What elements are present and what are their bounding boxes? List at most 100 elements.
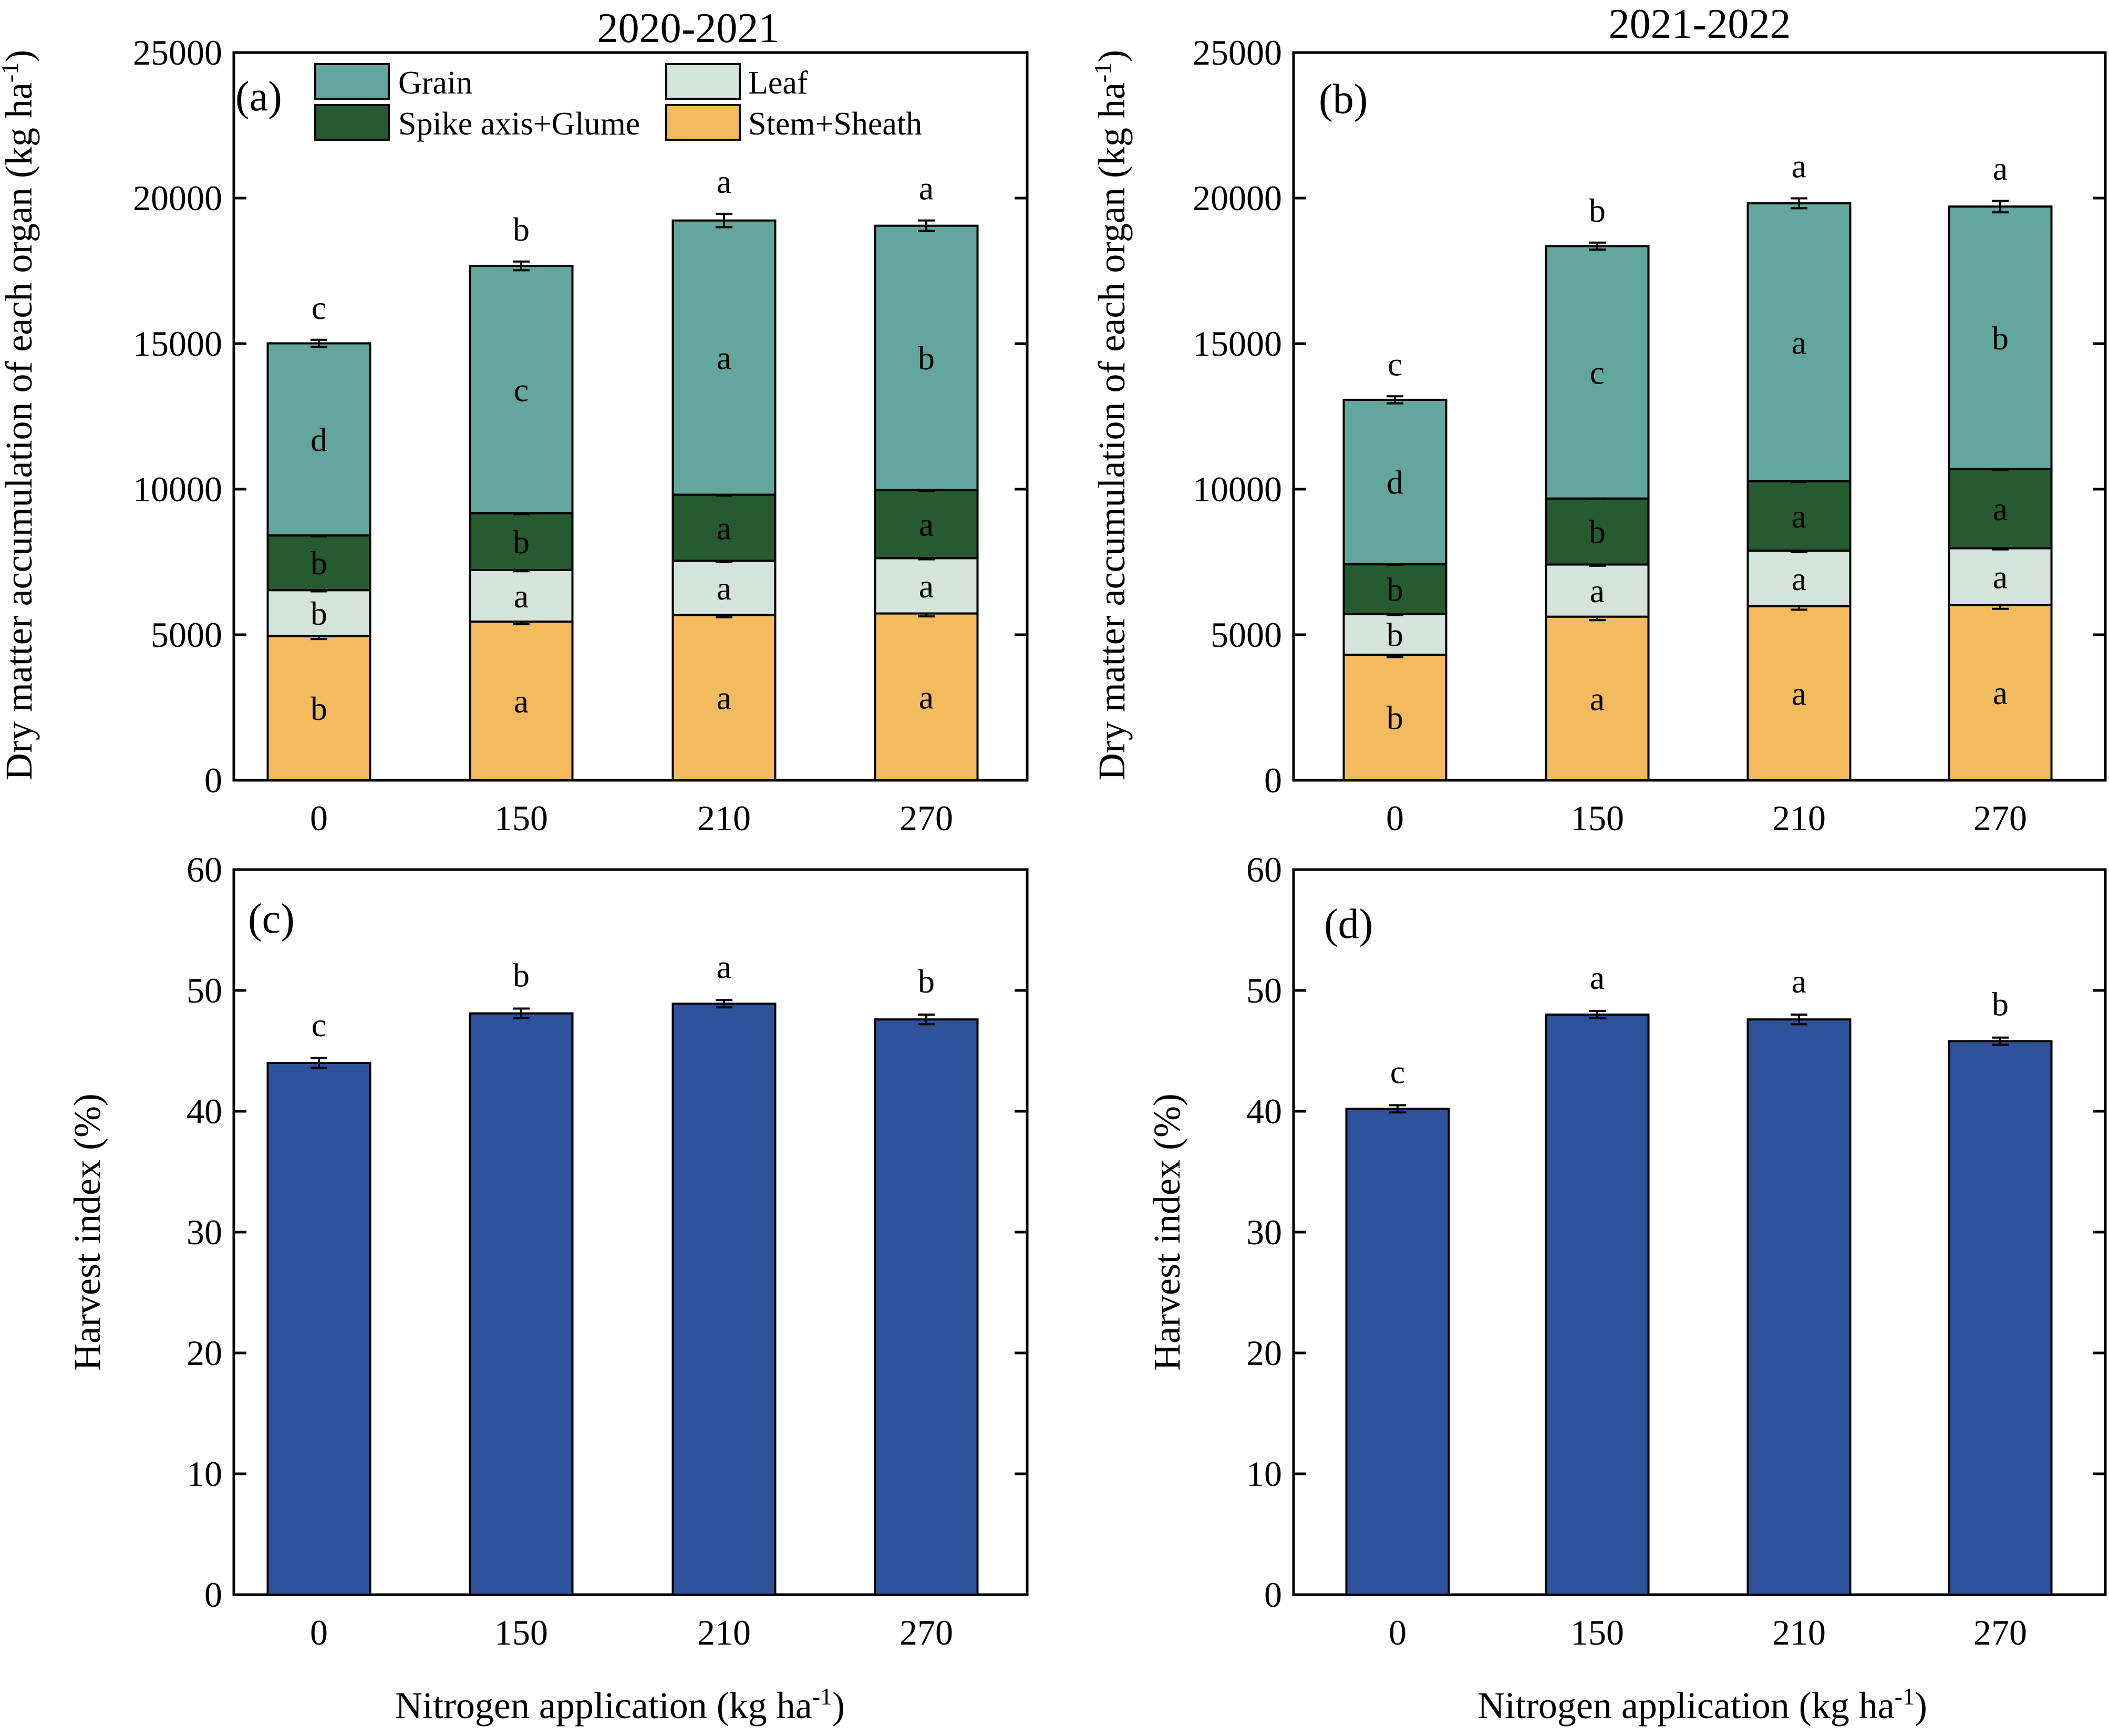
sig-letter-stem: a [717,679,731,717]
sig-letter-stem: a [919,678,934,716]
bar-harvest-index [671,1003,777,1596]
plot-frame [1292,51,2107,782]
y-tick-label: 20000 [1193,178,1282,218]
bar-harvest-index [266,1062,371,1596]
x-tick-label: 270 [900,1613,953,1652]
sig-letter-grain: d [311,421,327,458]
x-axis-title-left: Nitrogen application (kg ha-1) [395,1683,845,1727]
y-tick-label: 30 [1246,1212,1282,1252]
sig-letter-stem: a [1590,680,1605,717]
bar-segment-stem [1545,615,1650,781]
sig-letter-total: a [1792,148,1806,185]
bar-segment-grain [1545,245,1650,500]
panel-a-dry-matter-2020-2021: 0 5000 10000 15000 20000 25000 0 150 210 270 Dry m… [0,33,1029,838]
panel-label: (b) [1319,76,1368,122]
sig-letter-total: a [919,170,934,207]
sig-letter-total: a [1993,150,2008,187]
y-tick-label: 15000 [133,324,222,364]
bar-segment-grain [266,342,371,537]
bar-segment-spike [266,534,371,592]
y-tick-label: 10 [1246,1454,1282,1494]
panel-b-dry-matter-2021-2022: 0 5000 10000 15000 20000 25000 0 150 210 270 Dry m… [1089,33,2107,838]
x-tick-label: 210 [697,1613,751,1652]
x-axis-title-right: Nitrogen application (kg ha-1) [1477,1683,1927,1727]
panel-d-harvest-index-2021-2022: 0 10 20 30 40 50 60 0 150 210 270 Harvest index (%)… [1146,850,2107,1652]
bar-segment-spike [1948,468,2053,550]
sig-letter: a [717,948,731,985]
sig-letter-stem: a [1792,675,1806,712]
y-tick-label: 5000 [1211,615,1282,655]
sig-letter-total: c [312,289,326,326]
sig-letter-grain: d [1387,463,1403,501]
y-tick-label: 25000 [133,33,222,73]
bar-segment-leaf [1948,547,2053,606]
bar-segment-stem [671,614,777,781]
sig-letter-leaf: a [514,577,529,615]
bar-segment-spike [874,489,979,560]
legend-swatch-spike [314,104,390,141]
legend-label-stem: Stem+Sheath [748,106,922,142]
sig-letter-leaf: b [311,595,327,632]
sig-letter: a [1590,959,1605,996]
y-tick-label: 60 [187,850,222,890]
legend-label-spike: Spike axis+Glume [398,106,640,142]
y-tick-label: 5000 [151,615,222,655]
y-tick-label: 10000 [1193,469,1282,509]
legend-swatch-stem [665,104,741,141]
sig-letter: b [918,963,935,1000]
y-tick-label: 0 [204,760,222,800]
x-tick-label: 210 [1772,1613,1826,1652]
year-title-2021-2022: 2021-2022 [1609,1,1791,47]
sig-letter-leaf: a [1590,572,1605,609]
sig-letter-spike: b [1589,513,1606,551]
y-axis-title: Dry matter accumulation of each organ (k… [0,50,40,780]
sig-letter-leaf: a [1993,558,2008,595]
bar-segment-spike [469,512,574,572]
sig-letter: b [513,957,530,994]
y-tick-label: 0 [1264,1575,1282,1615]
legend-swatch-grain [314,63,390,100]
x-tick-label: 150 [494,1613,548,1652]
y-tick-label: 20 [187,1333,222,1373]
sig-letter-total: b [1589,192,1606,229]
bar-segment-stem [1342,654,1448,781]
bar-segment-stem [1948,604,2053,781]
y-tick-label: 10 [187,1454,222,1494]
bar-segment-stem [1746,605,1852,781]
y-tick-label: 10000 [133,469,222,509]
y-tick-label: 60 [1246,850,1282,890]
sig-letter-total: b [513,211,530,248]
y-axis-title: Harvest index (%) [66,1093,108,1371]
bar-segment-stem [469,621,574,781]
bar-harvest-index [1948,1040,2053,1596]
panel-label: (a) [235,74,282,120]
sig-letter-grain: b [1992,319,2009,357]
panel-c-harvest-index-2020-2021: 0 10 20 30 40 50 60 0 150 210 270 Harvest index (%)… [66,850,1029,1652]
sig-letter: b [1992,986,2009,1023]
y-axis-title: Harvest index (%) [1146,1093,1188,1371]
y-tick-label: 0 [204,1575,222,1615]
legend-label-leaf: Leaf [748,65,808,101]
bar-segment-grain [1746,202,1852,483]
y-tick-label: 20000 [133,178,222,218]
x-tick-label: 150 [1570,1613,1624,1652]
bar-segment-leaf [874,557,979,615]
x-tick-label: 270 [900,798,953,838]
sig-letter: a [1792,963,1806,1000]
bar-harvest-index [1345,1108,1450,1596]
x-tick-label: 0 [1386,798,1404,838]
panel-label: (c) [248,896,295,942]
bar-harvest-index [469,1012,574,1596]
sig-letter-stem: a [1993,674,2008,711]
bar-segment-spike [1746,480,1852,552]
sig-letter-stem: b [311,690,327,727]
y-axis-title: Dry matter accumulation of each organ (k… [1089,50,1133,780]
legend-label-grain: Grain [398,65,472,101]
sig-letter-grain: a [1792,324,1806,361]
x-tick-label: 0 [1389,1613,1407,1652]
bar-segment-leaf [671,560,777,616]
sig-letter-stem: b [1387,699,1403,737]
x-tick-label: 0 [310,1613,328,1652]
y-tick-label: 15000 [1193,324,1282,364]
sig-letter-total: c [1388,345,1402,383]
